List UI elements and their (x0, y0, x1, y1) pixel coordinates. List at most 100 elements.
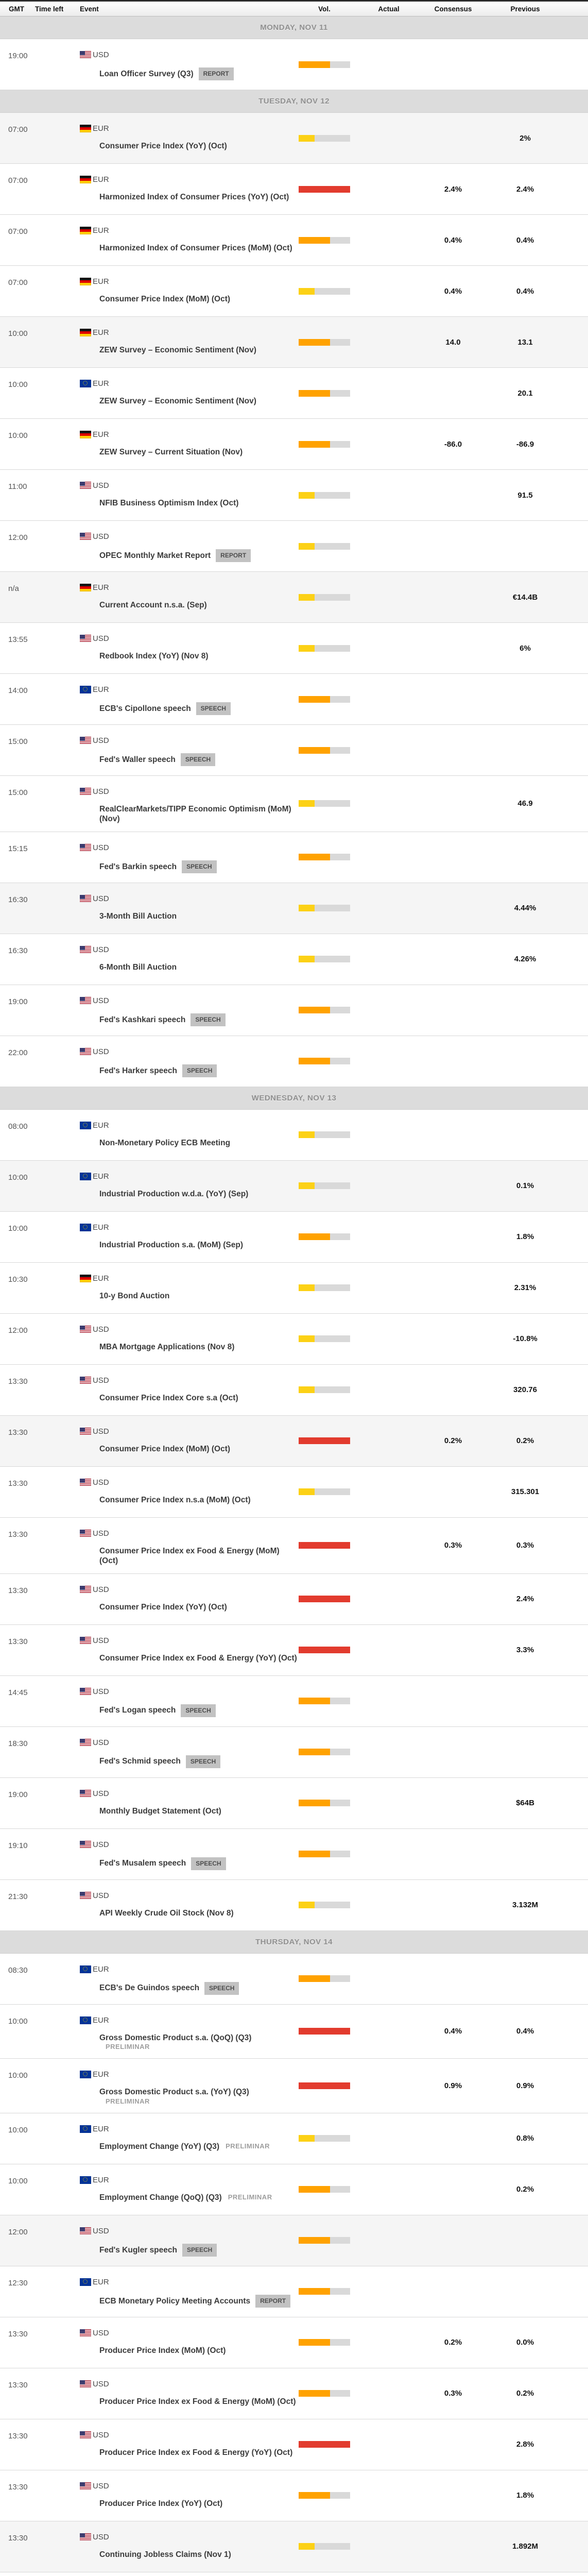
volatility-bar (299, 1437, 350, 1445)
event-row[interactable]: 10:00 EUR Industrial Production w.d.a. (… (0, 1160, 588, 1212)
event-title: Consumer Price Index ex Food & Energy (M… (99, 1546, 280, 1566)
us-flag-icon (80, 894, 91, 903)
event-time-left (35, 623, 80, 673)
event-row[interactable]: 15:00 USD Fed's Waller speech SPEECH (0, 725, 588, 776)
event-row[interactable]: 08:00 EUR Non-Monetary Policy ECB Meetin… (0, 1109, 588, 1161)
event-row[interactable]: 08:30 EUR ECB's De Guindos speech SPEECH (0, 1953, 588, 2005)
volatility-cell (299, 2317, 350, 2368)
event-row[interactable]: n/a EUR Current Account n.s.a. (Sep) €14… (0, 572, 588, 623)
event-time-left (35, 2215, 80, 2266)
event-row[interactable]: 21:30 USD API Weekly Crude Oil Stock (No… (0, 1879, 588, 1931)
event-row[interactable]: 10:00 EUR ZEW Survey – Current Situation… (0, 419, 588, 470)
event-row[interactable]: 13:30 USD Continuing Jobless Claims (Nov… (0, 2521, 588, 2572)
event-row[interactable]: 10:00 EUR Employment Change (QoQ) (Q3) P… (0, 2164, 588, 2215)
event-row[interactable]: 07:00 EUR Harmonized Index of Consumer P… (0, 215, 588, 266)
event-row[interactable]: 07:00 EUR Consumer Price Index (MoM) (Oc… (0, 266, 588, 317)
event-actual (350, 39, 427, 90)
event-row[interactable]: 07:00 EUR Harmonized Index of Consumer P… (0, 164, 588, 215)
volatility-bar (299, 2288, 350, 2295)
germany-flag-icon (80, 431, 91, 438)
event-row[interactable]: 16:30 USD 6-Month Bill Auction 4.26% (0, 934, 588, 985)
event-title: Continuing Jobless Claims (Nov 1) (99, 2550, 231, 2559)
volatility-bar-fill (299, 185, 350, 193)
event-title: Harmonized Index of Consumer Prices (MoM… (99, 244, 292, 252)
volatility-bar (299, 1131, 350, 1139)
event-currency: USD (93, 2430, 109, 2439)
event-previous: 320.76 (513, 1385, 537, 1395)
event-consensus (427, 1954, 479, 2004)
event-row[interactable]: 13:55 USD Redbook Index (YoY) (Nov 8) 6% (0, 623, 588, 674)
event-row[interactable]: 10:00 EUR Industrial Production s.a. (Mo… (0, 1211, 588, 1263)
event-row[interactable]: 15:00 USD RealClearMarkets/TIPP Economic… (0, 776, 588, 832)
event-previous: 0.2% (516, 1436, 534, 1446)
event-time-left (35, 1574, 80, 1624)
event-time: 13:30 (8, 2482, 28, 2492)
event-title: Fed's Schmid speech (99, 1757, 181, 1766)
germany-flag-icon (80, 278, 91, 285)
event-title: OPEC Monthly Market Report (99, 551, 211, 560)
event-row[interactable]: 12:00 USD MBA Mortgage Applications (Nov… (0, 1313, 588, 1365)
event-actual (350, 1416, 427, 1466)
event-previous: 0.0% (516, 2338, 534, 2347)
event-row[interactable]: 14:00 EUR ECB's Cipollone speech SPEECH (0, 674, 588, 725)
event-row[interactable]: 13:30 USD Consumer Price Index ex Food &… (0, 1517, 588, 1574)
event-previous: 2% (520, 133, 531, 143)
us-flag-icon (80, 1047, 91, 1056)
event-row[interactable]: 16:30 USD 3-Month Bill Auction 4.44% (0, 883, 588, 934)
event-row[interactable]: 10:30 EUR 10-y Bond Auction 2.31% (0, 1262, 588, 1314)
event-currency: EUR (93, 2277, 109, 2286)
event-row[interactable]: 10:00 EUR ZEW Survey – Economic Sentimen… (0, 368, 588, 419)
event-time-left (35, 1954, 80, 2004)
event-row[interactable]: 10:00 EUR Employment Change (YoY) (Q3) P… (0, 2113, 588, 2164)
column-header-vol: Vol. (318, 5, 331, 13)
event-row[interactable]: 13:30 USD Producer Price Index ex Food &… (0, 2368, 588, 2419)
event-row[interactable]: 12:00 USD OPEC Monthly Market Report REP… (0, 521, 588, 572)
event-row[interactable]: 10:00 EUR ZEW Survey – Economic Sentimen… (0, 317, 588, 368)
event-title: Employment Change (YoY) (Q3) (99, 2142, 220, 2151)
event-row[interactable]: 10:00 EUR Gross Domestic Product s.a. (Y… (0, 2059, 588, 2113)
event-row[interactable]: 13:30 USD Producer Price Index (MoM) (Oc… (0, 2317, 588, 2368)
event-row[interactable]: 13:30 USD Consumer Price Index (MoM) (Oc… (0, 1415, 588, 1467)
event-actual (350, 1676, 427, 1726)
event-row[interactable]: 10:00 EUR Gross Domestic Product s.a. (Q… (0, 2004, 588, 2059)
event-previous: $64B (516, 1799, 534, 1807)
event-row[interactable]: 19:00 USD Loan Officer Survey (Q3) REPOR… (0, 39, 588, 90)
event-previous: 6% (520, 643, 531, 653)
event-title: Loan Officer Survey (Q3) (99, 69, 194, 78)
event-row[interactable]: 19:00 USD Fed's Kashkari speech SPEECH (0, 985, 588, 1036)
event-row[interactable]: 19:00 USD Monthly Budget Statement (Oct)… (0, 1777, 588, 1829)
event-row[interactable]: 13:30 USD Consumer Price Index ex Food &… (0, 1624, 588, 1676)
event-title: Fed's Barkin speech (99, 862, 177, 871)
event-row[interactable]: 13:30 USD Consumer Price Index Core s.a … (0, 1364, 588, 1416)
volatility-bar-fill (299, 2186, 330, 2193)
event-row[interactable]: 12:00 USD Fed's Kugler speech SPEECH (0, 2215, 588, 2266)
volatility-bar-fill (299, 1058, 330, 1065)
event-row[interactable]: 12:30 EUR ECB Monetary Policy Meeting Ac… (0, 2266, 588, 2317)
event-currency: USD (93, 1529, 109, 1538)
event-row[interactable]: 19:10 USD Fed's Musalem speech SPEECH (0, 1828, 588, 1880)
event-previous: 0.8% (516, 2134, 534, 2143)
event-currency: EUR (93, 1964, 109, 1974)
event-row[interactable]: 22:00 USD Fed's Harker speech SPEECH (0, 1036, 588, 1087)
event-row[interactable]: 13:30 USD Consumer Price Index (YoY) (Oc… (0, 1573, 588, 1625)
eu-flag-icon (80, 2278, 91, 2286)
event-row[interactable]: 13:30 USD Consumer Price Index n.s.a (Mo… (0, 1466, 588, 1518)
event-row[interactable]: 11:00 USD NFIB Business Optimism Index (… (0, 470, 588, 521)
event-row[interactable]: 07:00 EUR Consumer Price Index (YoY) (Oc… (0, 113, 588, 164)
event-row[interactable]: 13:30 USD Producer Price Index (YoY) (Oc… (0, 2470, 588, 2521)
event-previous: 91.5 (517, 490, 533, 500)
event-row[interactable]: 14:45 USD Fed's Logan speech SPEECH (0, 1675, 588, 1727)
event-time: 13:30 (8, 2431, 28, 2441)
us-flag-icon (80, 996, 91, 1005)
volatility-bar (299, 1007, 350, 1014)
eu-flag-icon (80, 2071, 91, 2079)
event-row[interactable]: 13:30 USD Initial Jobless Claims (Nov 8)… (0, 2572, 588, 2576)
volatility-cell (299, 317, 350, 367)
event-row[interactable]: 18:30 USD Fed's Schmid speech SPEECH (0, 1726, 588, 1778)
event-row[interactable]: 15:15 USD Fed's Barkin speech SPEECH (0, 832, 588, 883)
event-consensus (427, 572, 479, 622)
event-consensus (427, 368, 479, 418)
day-header: WEDNESDAY, NOV 13 (0, 1087, 588, 1110)
event-row[interactable]: 13:30 USD Producer Price Index ex Food &… (0, 2419, 588, 2470)
event-time-left (35, 1676, 80, 1726)
